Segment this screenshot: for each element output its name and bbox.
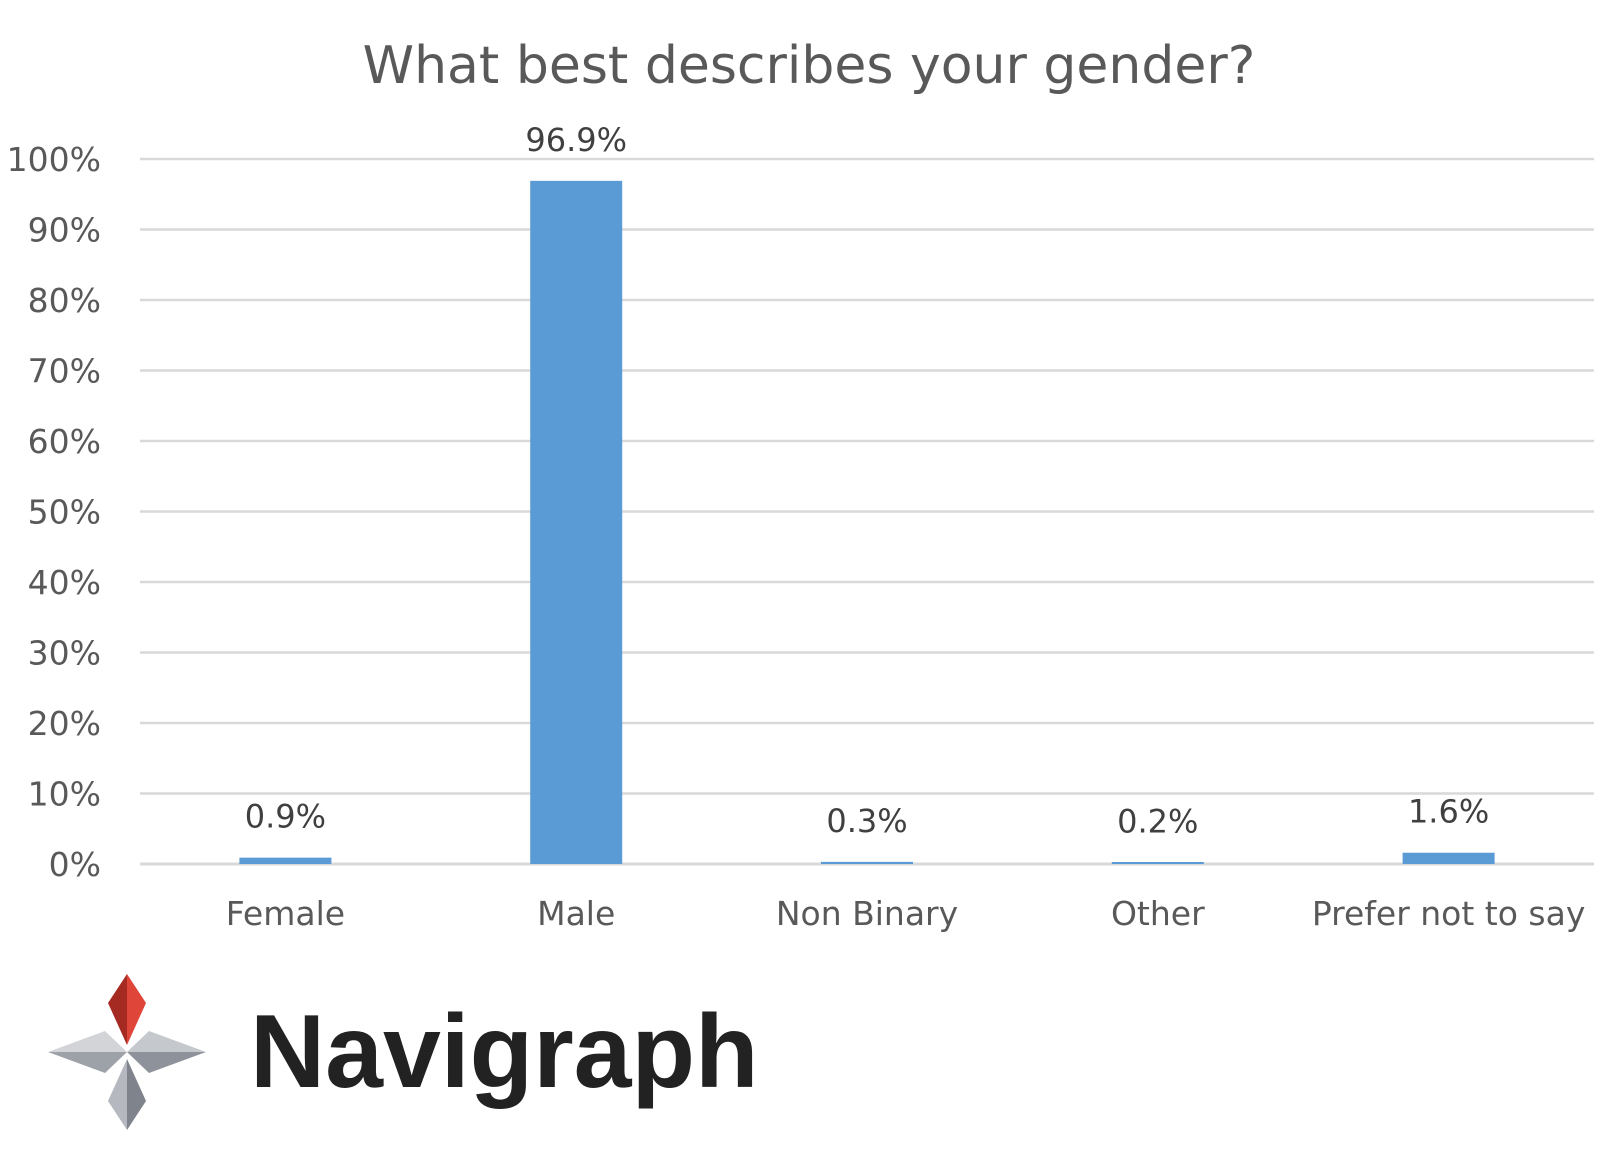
data-label: 0.2% [1117,803,1198,841]
x-axis-categories: Female Male Non Binary Other Prefer not to s… [226,894,1586,933]
bar [239,857,332,864]
y-tick-label: 80% [28,281,101,320]
gridlines [140,157,1594,866]
data-label: 0.9% [245,798,326,836]
x-category-label: Male [537,894,615,933]
y-tick-label: 30% [28,634,101,673]
data-label: 0.3% [826,802,907,840]
y-tick-label: 50% [28,493,101,532]
y-tick-label: 0% [49,845,101,884]
bar [1402,852,1495,864]
y-tick-label: 90% [28,211,101,250]
x-category-label: Prefer not to say [1312,894,1586,933]
bar [821,861,913,864]
chart-title: What best describes your gender? [363,36,1256,96]
data-label: 1.6% [1408,793,1489,831]
y-tick-label: 60% [28,422,101,461]
y-tick-label: 20% [28,704,101,743]
data-labels: 0.9% 96.9% 0.3% 0.2% 1.6% [245,121,1489,841]
compass-star-icon [48,974,206,1130]
bar [1111,862,1204,864]
y-tick-label: 40% [28,563,101,602]
data-label: 96.9% [525,121,627,159]
bar [530,180,623,865]
navigraph-logo: Navigraph [48,974,759,1130]
x-category-label: Other [1111,894,1205,933]
bars [239,180,1495,865]
y-tick-label: 70% [28,352,101,391]
x-category-label: Non Binary [776,894,958,933]
y-tick-label: 10% [28,775,101,814]
logo-wordmark: Navigraph [250,994,759,1110]
y-tick-label: 100% [7,140,101,179]
x-category-label: Female [226,894,345,933]
y-axis-ticks: 0% 10% 20% 30% 40% 50% 60% 70% 80% 90% 100% [7,140,101,884]
